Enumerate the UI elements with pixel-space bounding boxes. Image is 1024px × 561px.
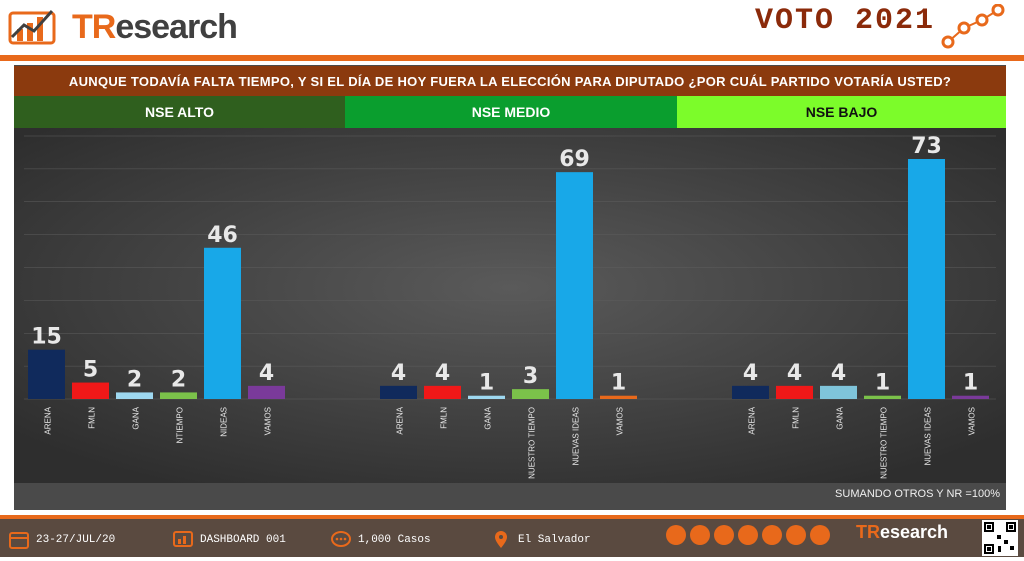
bar-2-3 xyxy=(864,395,901,399)
category-label: FMLN xyxy=(88,407,97,429)
category-label: NUESTRO TIEMPO xyxy=(880,407,889,479)
bar-2-0 xyxy=(732,385,769,399)
bar-0-4 xyxy=(204,247,241,399)
bar-value-label: 2 xyxy=(171,367,186,392)
logo-wordmark-prefix: TR xyxy=(72,7,116,46)
category-label: NIDEAS xyxy=(220,407,229,437)
bar-value-label: 4 xyxy=(743,361,758,386)
footer-cases: 1,000 Casos xyxy=(330,530,431,550)
bar-value-label: 1 xyxy=(479,371,494,396)
question-banner: AUNQUE TODAVÍA FALTA TIEMPO, Y SI EL DÍA… xyxy=(14,66,1006,96)
top-bar: TResearch VOTO 2021 xyxy=(0,0,1024,56)
footer-dashboard-text: DASHBOARD 001 xyxy=(200,534,286,546)
category-label: GANA xyxy=(484,406,493,429)
totals-note: SUMANDO OTROS Y NR =100% xyxy=(835,488,1000,500)
qr-code-icon xyxy=(984,522,1016,554)
footer-bar xyxy=(0,519,1024,557)
chat-bubble-icon xyxy=(331,531,351,547)
bar-0-5 xyxy=(248,385,285,399)
category-label: ARENA xyxy=(748,406,757,434)
bar-1-3 xyxy=(512,389,549,399)
dashboard-icon xyxy=(173,531,193,547)
bar-value-label: 2 xyxy=(127,367,142,392)
calendar-icon xyxy=(9,532,29,549)
footer-location-text: El Salvador xyxy=(518,534,591,546)
footer-dates: 23-27/JUL/20 xyxy=(8,530,115,550)
bar-chart: 15 ARENA 5 FMLN 2 GANA 2 NTIEMPO 46 NIDEAS 4 VAMOS 4… xyxy=(14,128,1006,483)
bar-value-label: 4 xyxy=(435,361,450,386)
category-label: VAMOS xyxy=(968,407,977,435)
category-label: GANA xyxy=(836,406,845,429)
footer-logo-rest: esearch xyxy=(880,522,949,542)
bar-value-label: 1 xyxy=(875,371,890,396)
category-label: VAMOS xyxy=(616,407,625,435)
youtube-icon[interactable] xyxy=(810,525,830,545)
logo-wordmark: TResearch xyxy=(72,7,238,47)
footer-dates-text: 23-27/JUL/20 xyxy=(36,534,116,546)
category-label: NUESTRO TIEMPO xyxy=(528,407,537,479)
bar-value-label: 69 xyxy=(559,147,590,172)
footer-cases-text: 1,000 Casos xyxy=(358,534,431,546)
bar-value-label: 46 xyxy=(207,223,238,248)
header-divider xyxy=(0,55,1024,61)
location-pin-icon xyxy=(495,531,507,548)
bar-2-2 xyxy=(820,385,857,399)
category-label: ARENA xyxy=(44,406,53,434)
segment-header-bajo: NSE BAJO xyxy=(677,96,1006,128)
bar-value-label: 3 xyxy=(523,364,538,389)
category-label: FMLN xyxy=(792,407,801,429)
bar-value-label: 5 xyxy=(83,358,98,383)
category-label: FMLN xyxy=(440,407,449,429)
bar-1-2 xyxy=(468,395,505,399)
segment-header-medio: NSE MEDIO xyxy=(345,96,677,128)
bar-value-label: 15 xyxy=(31,325,62,350)
bar-value-label: 1 xyxy=(611,371,626,396)
logo-mark-icon xyxy=(8,9,56,45)
category-label: VAMOS xyxy=(264,407,273,435)
bar-2-4 xyxy=(908,159,945,399)
footer-logo-prefix: TR xyxy=(856,522,880,542)
bar-2-5 xyxy=(952,395,989,399)
social-links xyxy=(666,525,830,545)
linkedin-icon[interactable] xyxy=(786,525,806,545)
footer-dashboard: DASHBOARD 001 xyxy=(172,530,286,550)
qr-code[interactable] xyxy=(982,520,1018,556)
category-label: NTIEMPO xyxy=(176,407,185,443)
bar-0-1 xyxy=(72,382,109,399)
logo-wordmark-rest: esearch xyxy=(115,7,238,46)
connected-dots-icon xyxy=(941,4,1005,49)
bar-value-label: 4 xyxy=(259,361,274,386)
bar-1-5 xyxy=(600,395,637,399)
bar-value-label: 73 xyxy=(911,134,942,159)
category-label: NUEVAS IDEAS xyxy=(572,407,581,466)
twitter-icon[interactable] xyxy=(738,525,758,545)
bar-0-3 xyxy=(160,392,197,399)
brand-logo: TResearch xyxy=(8,6,248,48)
category-label: ARENA xyxy=(396,406,405,434)
footer-divider xyxy=(0,515,1024,519)
category-label: GANA xyxy=(132,406,141,429)
segment-header-alto: NSE ALTO xyxy=(14,96,345,128)
chart-background xyxy=(14,128,1006,483)
bar-1-4 xyxy=(556,172,593,399)
bar-0-2 xyxy=(116,392,153,399)
footer-location: El Salvador xyxy=(490,530,591,550)
category-label: NUEVAS IDEAS xyxy=(924,407,933,466)
bar-2-1 xyxy=(776,385,813,399)
footer-logo: TResearch xyxy=(856,522,948,543)
facebook-icon[interactable] xyxy=(762,525,782,545)
bar-value-label: 1 xyxy=(963,371,978,396)
bar-value-label: 4 xyxy=(831,361,846,386)
bar-1-1 xyxy=(424,385,461,399)
campaign-title: VOTO 2021 xyxy=(755,4,936,38)
globe-icon[interactable] xyxy=(666,525,686,545)
bar-1-0 xyxy=(380,385,417,399)
bar-0-0 xyxy=(28,349,65,399)
bar-value-label: 4 xyxy=(787,361,802,386)
whatsapp-icon[interactable] xyxy=(690,525,710,545)
bar-value-label: 4 xyxy=(391,361,406,386)
email-icon[interactable] xyxy=(714,525,734,545)
bars-group: 15 ARENA 5 FMLN 2 GANA 2 NTIEMPO 46 NIDEAS 4 VAMOS 4… xyxy=(28,134,989,479)
